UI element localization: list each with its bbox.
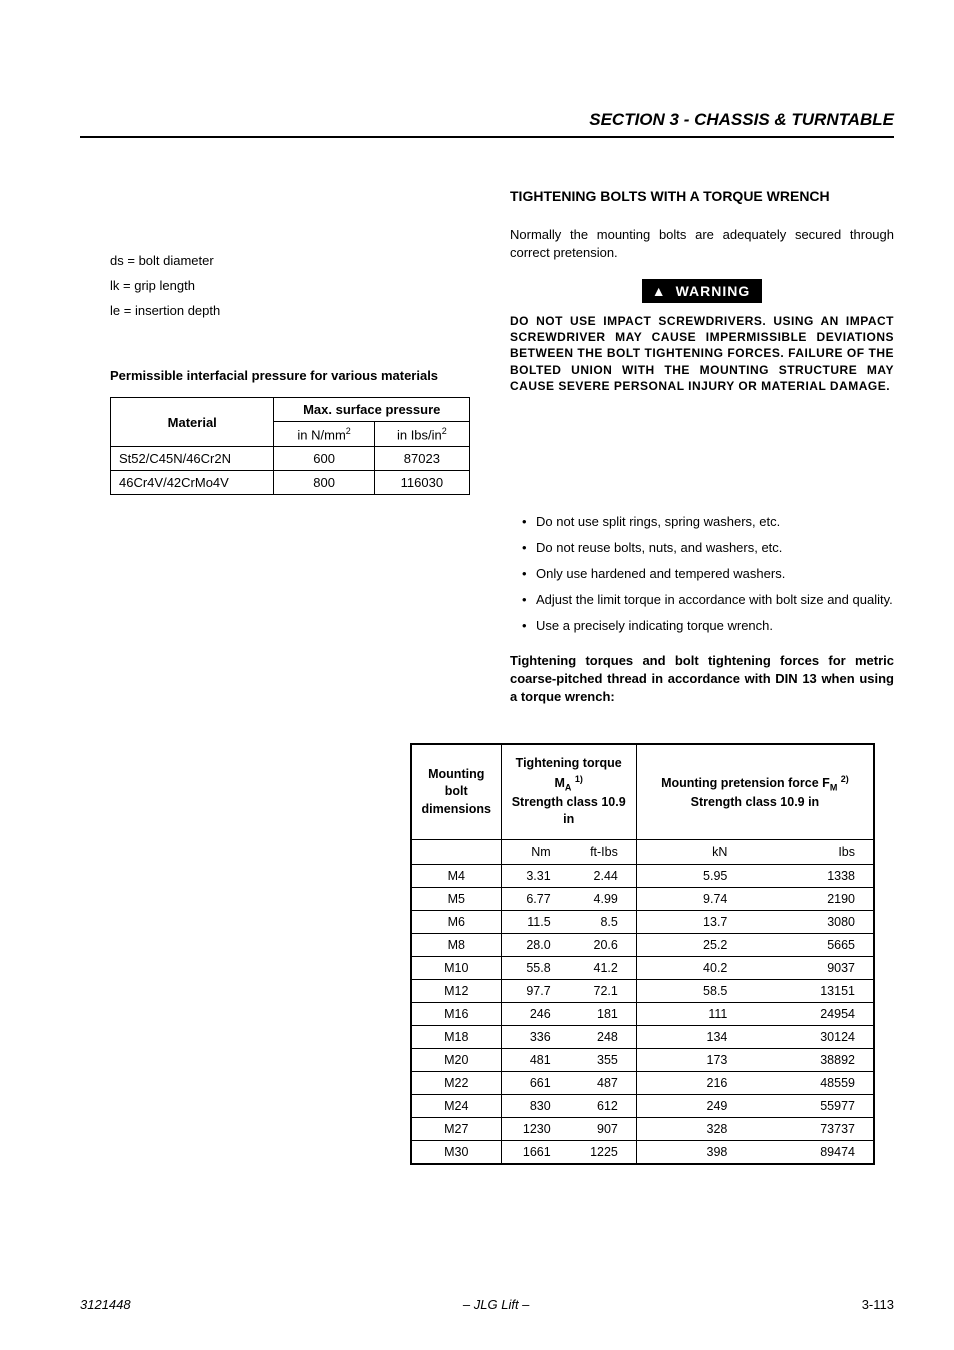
table-row: M56.774.999.742190 [411, 887, 874, 910]
footer-center: – JLG Lift – [463, 1297, 529, 1312]
unit-kn: kN [636, 839, 745, 864]
warning-box: ▲ WARNING [510, 279, 894, 303]
warning-icon: ▲ [644, 281, 672, 301]
right-column: TIGHTENING BOLTS WITH A TORQUE WRENCH No… [510, 188, 894, 705]
list-item: Do not reuse bolts, nuts, and washers, e… [522, 540, 894, 557]
table-row: St52/C45N/46Cr2N 600 87023 [111, 447, 470, 471]
heading-tightening: TIGHTENING BOLTS WITH A TORQUE WRENCH [510, 188, 894, 204]
torque-table: Mounting bolt dimensions Tightening torq… [410, 743, 875, 1165]
warning-label: ▲ WARNING [642, 279, 763, 303]
list-item: Do not use split rings, spring washers, … [522, 514, 894, 531]
def-item: ds = bolt diameter [110, 253, 470, 268]
page-footer: 3121448 – JLG Lift – 3-113 [80, 1297, 894, 1312]
def-item: lk = grip length [110, 278, 470, 293]
col-material: Material [111, 398, 274, 447]
unit-lbsin2: in Ibs/in2 [374, 422, 469, 447]
col-bolt-dim: Mounting bolt dimensions [411, 744, 501, 839]
table-row: M611.58.513.73080 [411, 910, 874, 933]
col-torque: Tightening torqueMA 1)Strength class 10.… [501, 744, 636, 839]
blank [411, 839, 501, 864]
unit-lbs: Ibs [745, 839, 874, 864]
list-item: Only use hardened and tempered washers. [522, 566, 894, 583]
definition-list: ds = bolt diameter lk = grip length le =… [110, 253, 470, 318]
table-row: M2048135517338892 [411, 1048, 874, 1071]
table-row: M301661122539889474 [411, 1140, 874, 1164]
def-item: le = insertion depth [110, 303, 470, 318]
warning-text: WARNING [672, 281, 761, 301]
table-row: M1624618111124954 [411, 1002, 874, 1025]
table-row: M2266148721648559 [411, 1071, 874, 1094]
pressure-table-title: Permissible interfacial pressure for var… [110, 368, 470, 383]
main-columns: ds = bolt diameter lk = grip length le =… [110, 188, 894, 705]
pressure-table: Material Max. surface pressure in N/mm2 … [110, 397, 470, 495]
table-row: 46Cr4V/42CrMo4V 800 116030 [111, 471, 470, 495]
list-item: Adjust the limit torque in accordance wi… [522, 592, 894, 609]
col-pretension: Mounting pretension force FM 2) Strength… [636, 744, 874, 839]
table-row: M27123090732873737 [411, 1117, 874, 1140]
warning-body: DO NOT USE IMPACT SCREWDRIVERS. USING AN… [510, 313, 894, 394]
table-row: M1833624813430124 [411, 1025, 874, 1048]
bold-para: Tightening torques and bolt tightening f… [510, 652, 894, 705]
col-max-pressure: Max. surface pressure [274, 398, 470, 422]
footer-right: 3-113 [862, 1297, 894, 1312]
unit-nmm2: in N/mm2 [274, 422, 374, 447]
table-row: M43.312.445.951338 [411, 864, 874, 887]
table-row: M1055.841.240.29037 [411, 956, 874, 979]
section-header: SECTION 3 - CHASSIS & TURNTABLE [80, 110, 894, 138]
torque-table-wrap: Mounting bolt dimensions Tightening torq… [410, 743, 875, 1165]
left-column: ds = bolt diameter lk = grip length le =… [110, 188, 470, 705]
table-row: M828.020.625.25665 [411, 933, 874, 956]
table-row: M2483061224955977 [411, 1094, 874, 1117]
footer-left: 3121448 [80, 1297, 131, 1312]
list-item: Use a precisely indicating torque wrench… [522, 618, 894, 635]
table-row: M1297.772.158.513151 [411, 979, 874, 1002]
bullet-list: Do not use split rings, spring washers, … [522, 514, 894, 634]
unit-nm: Nm [501, 839, 569, 864]
unit-ftlbs: ft-Ibs [569, 839, 637, 864]
intro-para: Normally the mounting bolts are adequate… [510, 226, 894, 261]
